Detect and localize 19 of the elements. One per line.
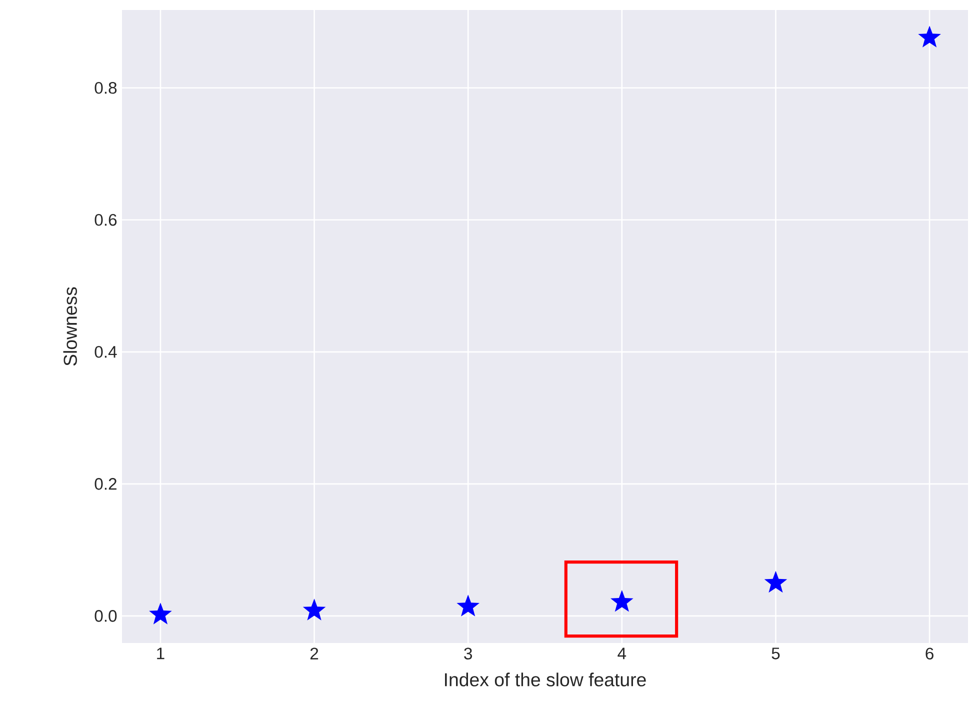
x-tick-label: 5	[772, 648, 780, 660]
y-tick-label: 0.2	[94, 478, 116, 490]
point	[918, 26, 941, 48]
y-axis-title: Slowness	[63, 287, 77, 366]
x-tick-label: 4	[618, 648, 626, 660]
x-tick-label: 6	[926, 648, 934, 660]
y-tick-label: 0.4	[94, 346, 117, 358]
y-tick-label: 0.6	[94, 214, 117, 226]
y-tick-label: 0.8	[94, 82, 117, 94]
y-tick-label: 0.0	[94, 610, 117, 622]
x-tick-label: 2	[310, 648, 318, 660]
x-tick-label: 3	[464, 648, 472, 660]
point	[456, 594, 480, 616]
x-tick-label: 1	[157, 648, 164, 660]
point	[302, 598, 326, 620]
point	[610, 590, 634, 612]
point	[764, 570, 788, 593]
x-axis-title: Index of the slow feature	[445, 672, 646, 686]
point	[149, 602, 172, 624]
